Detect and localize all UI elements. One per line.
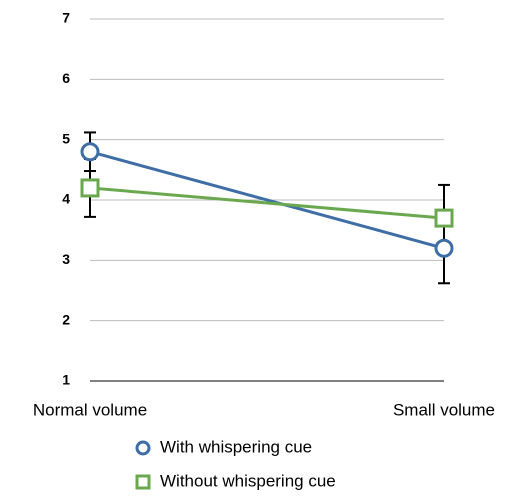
series-line bbox=[89, 150, 445, 250]
legend-label: With whispering cue bbox=[160, 437, 312, 456]
y-tick-label: 1 bbox=[62, 372, 70, 388]
y-tick-label: 6 bbox=[62, 70, 70, 86]
x-tick-label: Small volume bbox=[393, 400, 495, 419]
legend-label: Without whispering cue bbox=[160, 471, 336, 490]
y-tick-label: 3 bbox=[62, 251, 70, 267]
legend-marker bbox=[135, 440, 151, 456]
y-tick-label: 5 bbox=[62, 130, 70, 146]
x-tick-label: Normal volume bbox=[33, 400, 147, 419]
y-tick-label: 7 bbox=[62, 10, 70, 26]
y-tick-label: 4 bbox=[62, 191, 70, 207]
y-tick-label: 2 bbox=[62, 311, 70, 327]
data-point bbox=[434, 238, 454, 258]
data-point bbox=[80, 142, 100, 162]
data-point bbox=[80, 178, 100, 198]
data-point bbox=[434, 208, 454, 228]
series-line bbox=[89, 186, 445, 220]
legend-marker bbox=[135, 474, 151, 490]
